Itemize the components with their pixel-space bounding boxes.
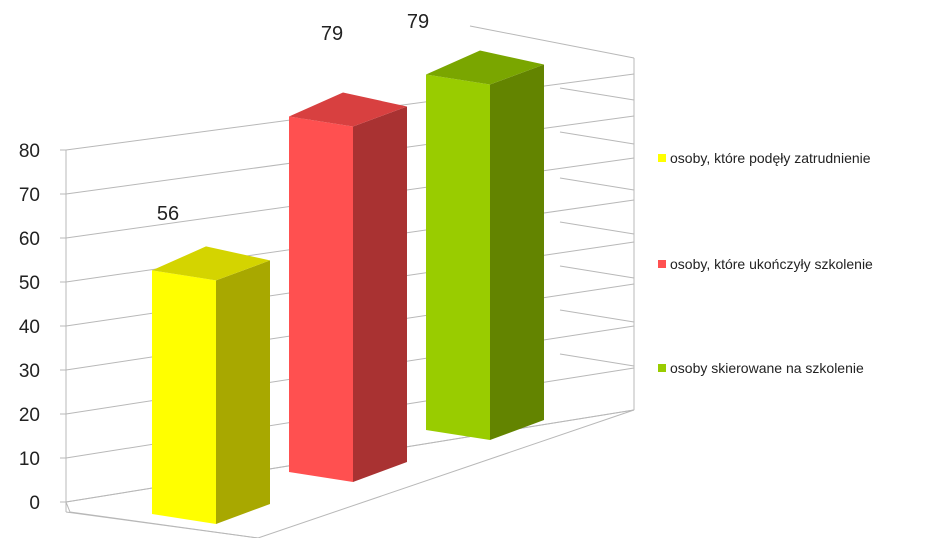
legend-item-completed: osoby, które ukończyły szkolenie xyxy=(658,256,873,272)
bar-side xyxy=(216,260,270,524)
y-tick-label: 70 xyxy=(19,185,40,206)
y-tick-label: 40 xyxy=(19,317,40,338)
gridline-right xyxy=(559,87,635,101)
bar-side xyxy=(490,64,544,440)
bar-1 xyxy=(289,92,407,482)
legend-swatch-completed xyxy=(658,260,666,268)
legend-label-employed: osoby, które podęły zatrudnienie xyxy=(670,150,871,166)
legend-item-employed: osoby, które podęły zatrudnienie xyxy=(658,150,871,166)
bar-side xyxy=(353,106,407,482)
wall-top-edge xyxy=(469,25,635,59)
bar-top xyxy=(289,92,407,127)
legend-swatch-referred xyxy=(658,364,666,372)
bar-top xyxy=(426,50,544,85)
y-tick-label: 50 xyxy=(19,273,40,294)
data-label: 56 xyxy=(157,203,179,225)
gridline-right xyxy=(559,353,635,367)
data-labels: 56 79 79 xyxy=(157,11,429,225)
gridline-right xyxy=(559,177,635,191)
legend-label-completed: osoby, które ukończyły szkolenie xyxy=(670,256,873,272)
bars xyxy=(152,50,544,524)
y-tick-label: 30 xyxy=(19,361,40,382)
y-axis: 0 10 20 30 40 50 60 70 80 xyxy=(19,141,67,514)
gridline-right xyxy=(559,221,635,235)
y-tick-label: 20 xyxy=(19,405,40,426)
floor-front-edge xyxy=(65,511,259,538)
data-label: 79 xyxy=(407,11,429,33)
y-tick-label: 60 xyxy=(19,229,40,250)
y-tick-label: 80 xyxy=(19,141,40,162)
legend-item-referred: osoby skierowane na szkolenie xyxy=(658,360,864,376)
gridline-right xyxy=(559,265,635,279)
bar-top xyxy=(152,246,270,281)
y-tick-label: 0 xyxy=(29,493,40,514)
bar-front xyxy=(289,116,353,482)
bar-front xyxy=(426,74,490,440)
legend-label-referred: osoby skierowane na szkolenie xyxy=(670,360,864,376)
legend-swatch-employed xyxy=(658,154,666,162)
gridline-right xyxy=(559,309,635,323)
y-tick-label: 10 xyxy=(19,449,40,470)
bar-2 xyxy=(426,50,544,440)
data-label: 79 xyxy=(321,23,343,45)
bar-front xyxy=(152,270,216,524)
gridline-right xyxy=(559,131,635,145)
bar-0 xyxy=(152,246,270,524)
